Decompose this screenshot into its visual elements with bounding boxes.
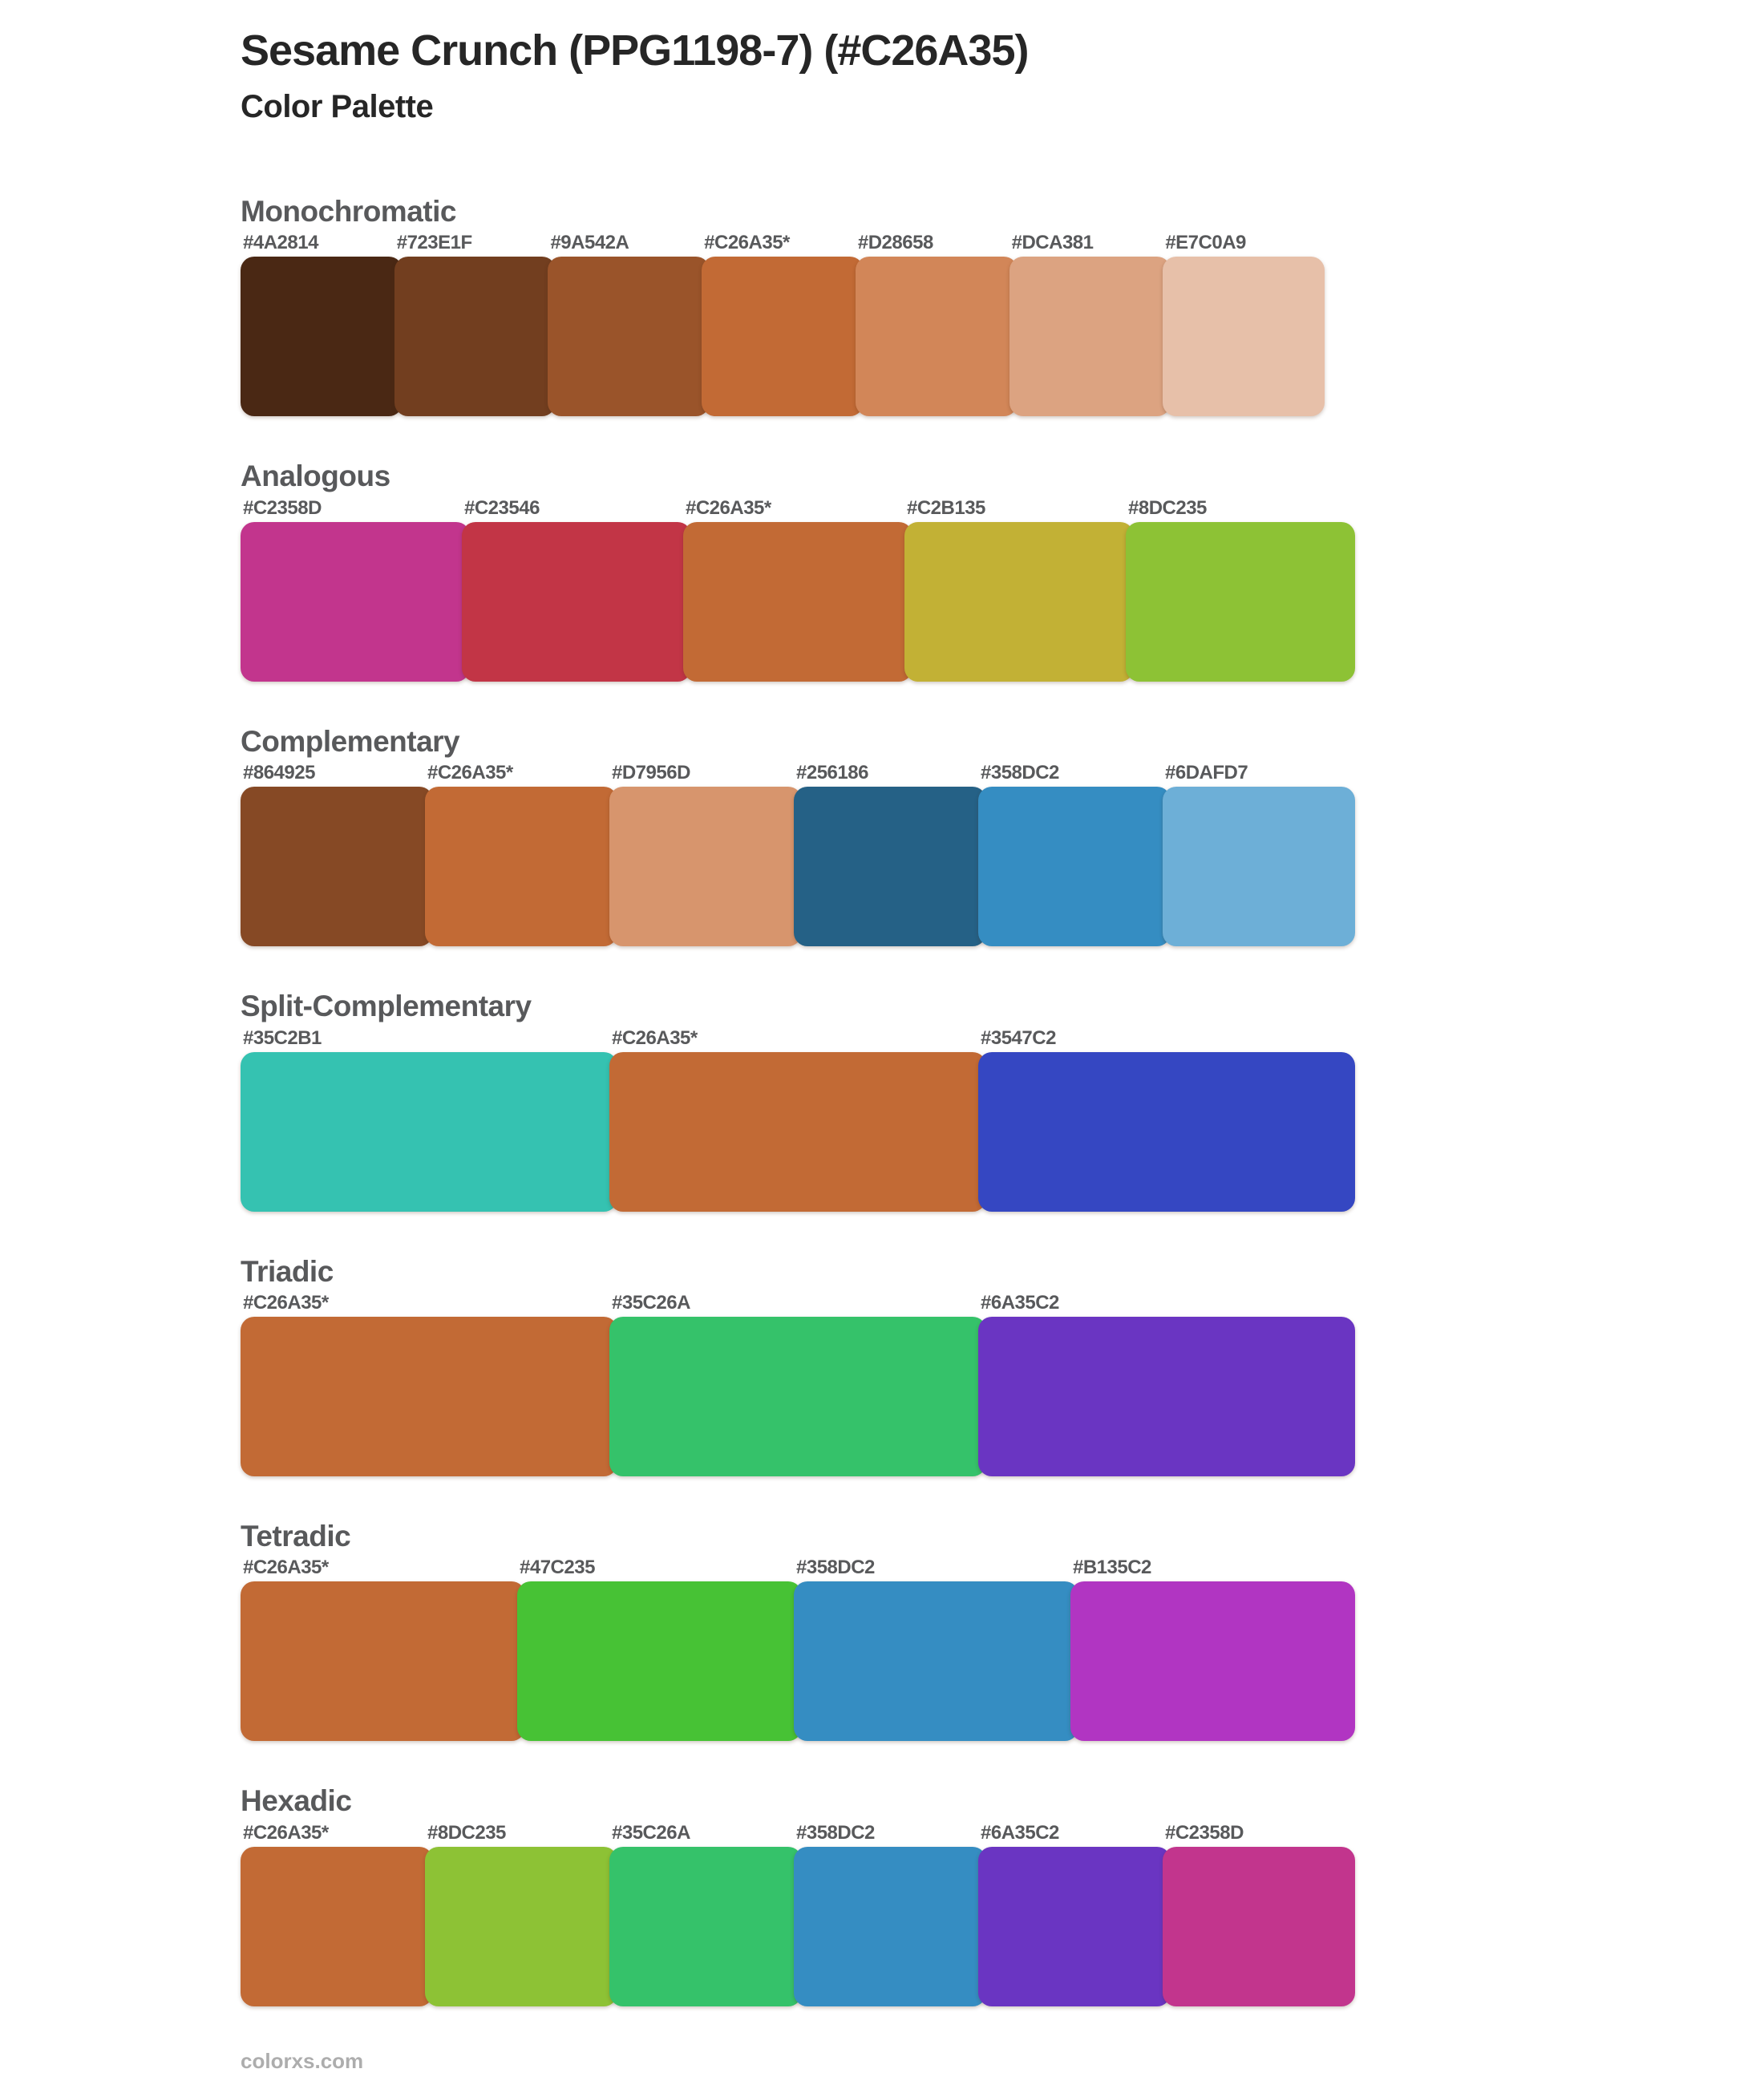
color-swatch[interactable]: #35C26A (609, 1822, 802, 2006)
footer-site-link[interactable]: colorxs.com (241, 2048, 364, 2073)
color-swatch[interactable]: #D7956D (609, 762, 802, 947)
section-heading: Complementary (241, 724, 460, 758)
swatch-hex-label: #6A35C2 (981, 1292, 1059, 1314)
palette-section-split-complementary: Split-Complementary #35C2B1 #C26A35* #3547C… (241, 989, 1379, 1212)
color-swatch[interactable]: #6A35C2 (978, 1822, 1171, 2006)
swatch-hex-label: #35C2B1 (243, 1026, 322, 1049)
swatch-hex-label: #358DC2 (796, 1557, 875, 1579)
color-swatch[interactable]: #C26A35* (241, 1292, 617, 1477)
color-swatch[interactable]: #35C26A (609, 1292, 986, 1477)
palette-section-tetradic: Tetradic #C26A35* #47C235 #358DC2 #B135C2 (241, 1519, 1379, 1742)
swatch-hex-label: #6DAFD7 (1165, 762, 1248, 784)
swatch-hex-label: #358DC2 (796, 1821, 875, 1844)
color-swatch[interactable]: #3547C2 (978, 1027, 1355, 1212)
swatch-hex-label: #C2B135 (907, 496, 985, 519)
palette-sections: Monochromatic #4A2814 #723E1F #9A542A #C26A3… (241, 194, 1379, 2006)
color-swatch[interactable]: #8DC235 (425, 1822, 617, 2006)
swatch-row: #864925 #C26A35* #D7956D #256186 #358DC2 #6DA… (241, 762, 1355, 947)
color-swatch[interactable]: #C2358D (1163, 1822, 1355, 2006)
swatch-row: #C2358D #C23546 #C26A35* #C2B135 #8DC235 (241, 497, 1355, 682)
color-swatch[interactable]: #DCA381 (1009, 232, 1171, 417)
color-swatch[interactable]: #8DC235 (1126, 497, 1355, 682)
page-subtitle: Color Palette (241, 89, 434, 125)
color-swatch[interactable]: #47C235 (517, 1557, 802, 1742)
palette-section-analogous: Analogous #C2358D #C23546 #C26A35* #C2B135 #8… (241, 459, 1379, 682)
swatch-hex-label: #9A542A (550, 232, 629, 254)
color-swatch[interactable]: #C2358D (241, 497, 470, 682)
swatch-hex-label: #723E1F (396, 232, 472, 254)
swatch-row: #C26A35* #47C235 #358DC2 #B135C2 (241, 1557, 1355, 1742)
swatch-hex-label: #4A2814 (243, 232, 318, 254)
swatch-hex-label: #8DC235 (1128, 496, 1207, 519)
color-swatch[interactable]: #35C2B1 (241, 1027, 617, 1212)
page-title: Sesame Crunch (PPG1198-7) (#C26A35) (241, 26, 1029, 75)
swatch-hex-label: #D28658 (857, 232, 933, 254)
swatch-hex-label: #358DC2 (981, 762, 1059, 784)
color-swatch[interactable]: #C23546 (462, 497, 691, 682)
color-swatch[interactable]: #9A542A (548, 232, 710, 417)
color-swatch[interactable]: #C26A35* (425, 762, 617, 947)
swatch-hex-label: #256186 (796, 762, 868, 784)
palette-section-complementary: Complementary #864925 #C26A35* #D7956D #2561… (241, 724, 1379, 947)
swatch-hex-label: #E7C0A9 (1165, 232, 1246, 254)
color-swatch[interactable]: #C26A35* (702, 232, 864, 417)
swatch-hex-label: #C26A35* (612, 1026, 698, 1049)
section-heading: Hexadic (241, 1784, 352, 1818)
swatch-hex-label: #D7956D (612, 762, 690, 784)
swatch-hex-label: #DCA381 (1011, 232, 1094, 254)
swatch-row: #4A2814 #723E1F #9A542A #C26A35* #D28658 #DCA… (241, 232, 1325, 417)
section-heading: Split-Complementary (241, 990, 532, 1023)
swatch-hex-label: #3547C2 (981, 1026, 1056, 1049)
swatch-hex-label: #C26A35* (243, 1292, 329, 1314)
swatch-row: #35C2B1 #C26A35* #3547C2 (241, 1027, 1355, 1212)
swatch-hex-label: #C26A35* (427, 762, 513, 784)
palette-section-monochromatic: Monochromatic #4A2814 #723E1F #9A542A #C26A3… (241, 194, 1379, 417)
color-swatch[interactable]: #C26A35* (241, 1557, 525, 1742)
swatch-row: #C26A35* #8DC235 #35C26A #358DC2 #6A35C2 #C23… (241, 1822, 1355, 2006)
color-swatch[interactable]: #723E1F (394, 232, 556, 417)
swatch-hex-label: #35C26A (612, 1821, 690, 1844)
swatch-hex-label: #C26A35* (686, 496, 771, 519)
swatch-row: #C26A35* #35C26A #6A35C2 (241, 1292, 1355, 1477)
color-swatch[interactable]: #C26A35* (241, 1822, 433, 2006)
swatch-hex-label: #864925 (243, 762, 315, 784)
swatch-hex-label: #C2358D (243, 496, 322, 519)
swatch-hex-label: #35C26A (612, 1292, 690, 1314)
swatch-hex-label: #C2358D (1165, 1821, 1244, 1844)
swatch-hex-label: #47C235 (520, 1557, 595, 1579)
color-swatch[interactable]: #358DC2 (794, 1557, 1078, 1742)
swatch-hex-label: #6A35C2 (981, 1821, 1059, 1844)
color-swatch[interactable]: #6A35C2 (978, 1292, 1355, 1477)
swatch-hex-label: #C23546 (464, 496, 540, 519)
section-heading: Triadic (241, 1254, 334, 1288)
swatch-hex-label: #C26A35* (704, 232, 790, 254)
swatch-hex-label: #C26A35* (243, 1821, 329, 1844)
color-swatch[interactable]: #864925 (241, 762, 433, 947)
color-swatch[interactable]: #358DC2 (794, 1822, 986, 2006)
color-swatch[interactable]: #D28658 (855, 232, 1018, 417)
section-heading: Tetradic (241, 1520, 351, 1553)
palette-page: Sesame Crunch (PPG1198-7) (#C26A35) Colo… (241, 26, 1379, 2074)
swatch-hex-label: #B135C2 (1073, 1557, 1151, 1579)
color-swatch[interactable]: #358DC2 (978, 762, 1171, 947)
color-swatch[interactable]: #256186 (794, 762, 986, 947)
swatch-hex-label: #8DC235 (427, 1821, 506, 1844)
palette-section-triadic: Triadic #C26A35* #35C26A #6A35C2 (241, 1254, 1379, 1477)
color-swatch[interactable]: #C2B135 (904, 497, 1134, 682)
color-swatch[interactable]: #E7C0A9 (1163, 232, 1325, 417)
color-swatch[interactable]: #6DAFD7 (1163, 762, 1355, 947)
palette-section-hexadic: Hexadic #C26A35* #8DC235 #35C26A #358DC2 #6A3… (241, 1783, 1379, 2006)
color-swatch[interactable]: #C26A35* (609, 1027, 986, 1212)
color-swatch[interactable]: #4A2814 (241, 232, 403, 417)
color-swatch[interactable]: #B135C2 (1070, 1557, 1355, 1742)
swatch-hex-label: #C26A35* (243, 1557, 329, 1579)
color-swatch[interactable]: #C26A35* (683, 497, 912, 682)
section-heading: Monochromatic (241, 195, 456, 229)
section-heading: Analogous (241, 460, 390, 493)
